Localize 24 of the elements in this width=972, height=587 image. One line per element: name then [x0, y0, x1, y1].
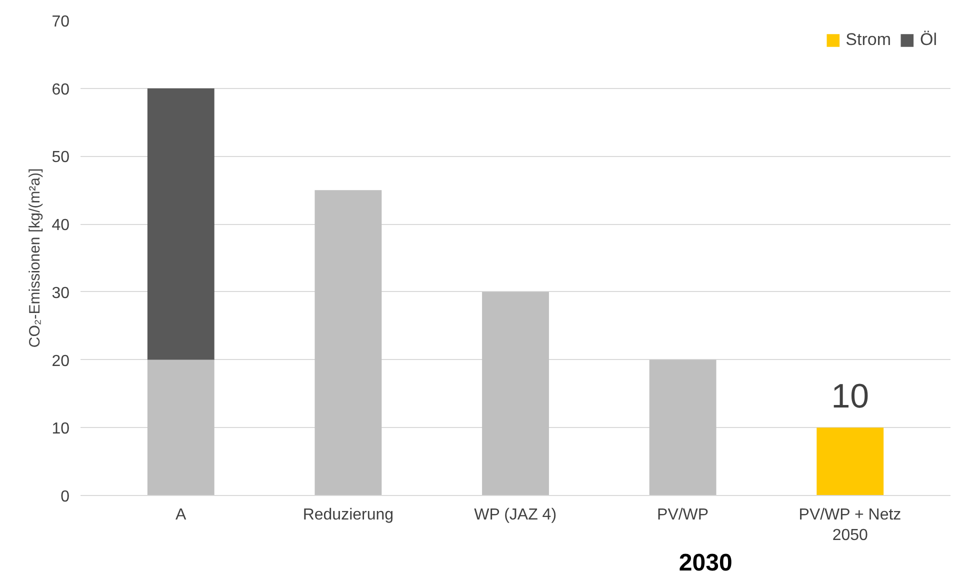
y-axis-title: CO₂-Emissionen [kg/(m²a)] — [26, 168, 44, 348]
bar — [314, 190, 382, 496]
bar — [649, 360, 716, 496]
bar — [147, 360, 214, 496]
bar — [482, 292, 549, 496]
y-tick-label: 70 — [52, 14, 70, 30]
x-tick-label: WP (JAZ 4) — [474, 506, 557, 524]
y-tick-label: 40 — [52, 217, 70, 234]
text: 2030 — [678, 550, 732, 576]
y-tick-label: 60 — [52, 81, 70, 98]
bar — [816, 428, 884, 496]
bar — [147, 88, 214, 360]
y-tick-label: 30 — [52, 284, 70, 302]
x-tick-label: PV/WP — [657, 506, 709, 524]
y-tick-label: 10 — [52, 420, 70, 438]
x-tick-label: A — [176, 506, 187, 524]
x-tick-label: PV/WP + Netz 2050 — [798, 506, 902, 544]
data-label: 10 — [831, 377, 870, 416]
x-tick-label: Reduzierung — [302, 506, 394, 524]
y-tick-label: 0 — [60, 488, 70, 506]
y-tick-label: 50 — [52, 149, 70, 166]
y-tick-label: 20 — [52, 352, 70, 370]
legend-label: Strom — [846, 30, 891, 50]
legend-label: Öl — [920, 30, 938, 50]
